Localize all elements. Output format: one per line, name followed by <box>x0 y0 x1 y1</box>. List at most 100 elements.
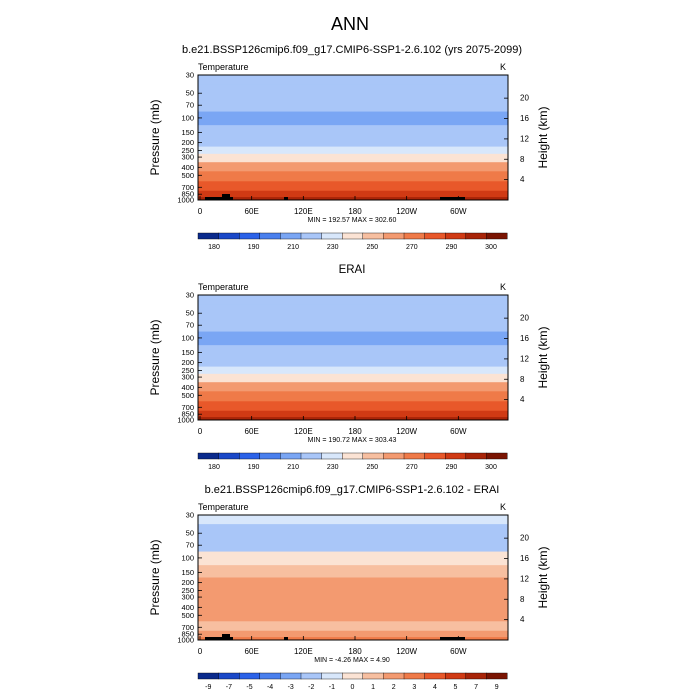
min-max-stats: MIN = 190.72 MAX = 303.43 <box>308 437 397 444</box>
contour-band <box>198 417 508 421</box>
height-tick-label: 20 <box>520 314 529 323</box>
y-tick-label: 200 <box>181 358 194 367</box>
min-max-stats: MIN = -4.26 MAX = 4.90 <box>314 657 390 664</box>
x-tick-label: 120E <box>294 207 313 216</box>
height-tick-label: 16 <box>520 554 529 563</box>
colorbar-label: 190 <box>248 464 260 471</box>
y-tick-label: 150 <box>181 128 194 137</box>
contour-band <box>198 319 508 333</box>
contour-band <box>198 146 508 155</box>
colorbar-label: 250 <box>366 464 378 471</box>
height-tick-label: 8 <box>520 155 525 164</box>
height-tick-label: 16 <box>520 334 529 343</box>
y-tick-label: 250 <box>181 586 194 595</box>
height-tick-label: 4 <box>520 175 525 184</box>
colorbar-swatch <box>403 672 426 680</box>
y-tick-label: 850 <box>181 190 194 199</box>
colorbar-swatch <box>465 452 487 460</box>
colorbar-swatch <box>321 452 343 460</box>
x-tick-label: 120W <box>396 647 417 656</box>
x-tick-label: 60E <box>245 647 259 656</box>
y-tick-label: 150 <box>181 348 194 357</box>
plot-frame <box>197 294 509 421</box>
colorbar-swatch <box>197 672 220 680</box>
contour-band <box>198 304 508 320</box>
y-tick-label: 70 <box>186 541 194 550</box>
contour-band <box>198 197 508 201</box>
contour-band <box>198 373 508 383</box>
colorbar-label: 270 <box>406 244 418 251</box>
y-tick-label: 300 <box>181 593 194 602</box>
colorbar-label: 250 <box>366 244 378 251</box>
colorbar-swatch <box>321 672 343 680</box>
panel-3: b.e21.BSSP126cmip6.f09_g17.CMIP6-SSP1-2.… <box>148 484 550 691</box>
colorbar-swatch <box>218 232 240 240</box>
y-tick-label: 1000 <box>177 636 194 645</box>
colorbar-swatch <box>486 672 508 680</box>
colorbar-swatch <box>362 452 384 460</box>
colorbar-label: -3 <box>288 684 294 691</box>
colorbar-label: 2 <box>392 684 396 691</box>
y-tick-label: 400 <box>181 603 194 612</box>
y-tick-label: 100 <box>181 553 194 562</box>
contour-band <box>198 382 508 392</box>
y-tick-label: 850 <box>181 410 194 419</box>
colorbar-swatch <box>300 232 323 240</box>
contour-band <box>198 391 508 402</box>
colorbar-swatch <box>280 452 302 460</box>
colorbar-label: 190 <box>248 244 260 251</box>
height-tick-label: 12 <box>520 354 529 363</box>
colorbar-swatch <box>424 452 446 460</box>
y-tick-label: 500 <box>181 611 194 620</box>
colorbar-label: 230 <box>327 464 339 471</box>
contour-band <box>198 153 508 163</box>
colorbar-swatch <box>445 672 467 680</box>
colorbar-swatch <box>445 232 467 240</box>
y-tick-label: 100 <box>181 113 194 122</box>
height-tick-label: 12 <box>520 134 529 143</box>
y-tick-label: 250 <box>181 146 194 155</box>
colorbar-label: 300 <box>485 244 497 251</box>
contour-band <box>198 515 508 525</box>
contour-band <box>198 137 508 148</box>
colorbar-label: 5 <box>454 684 458 691</box>
colorbar-swatch <box>424 672 446 680</box>
y-tick-label: 200 <box>181 138 194 147</box>
height-tick-label: 8 <box>520 375 525 384</box>
y-tick-label: 1000 <box>177 416 194 425</box>
contour-band <box>198 75 508 85</box>
y-axis-right-label: Height (km) <box>536 546 550 608</box>
contour-band <box>198 602 508 612</box>
variable-label: Temperature <box>198 62 249 72</box>
colorbar-label: 7 <box>474 684 478 691</box>
colorbar-swatch <box>197 232 220 240</box>
colorbar-label: 290 <box>446 464 458 471</box>
terrain-mask <box>440 197 465 200</box>
colorbar-swatch <box>445 452 467 460</box>
colorbar-label: 290 <box>446 244 458 251</box>
colorbar-swatch <box>300 672 323 680</box>
colorbar-label: 300 <box>485 464 497 471</box>
height-tick-label: 8 <box>520 595 525 604</box>
y-tick-label: 250 <box>181 366 194 375</box>
height-tick-label: 4 <box>520 615 525 624</box>
colorbar-swatch <box>259 232 281 240</box>
contour-band <box>198 190 508 198</box>
colorbar-swatch <box>383 232 405 240</box>
colorbar-swatch <box>218 672 240 680</box>
y-tick-label: 50 <box>186 89 194 98</box>
x-tick-label: 0 <box>198 207 203 216</box>
x-tick-label: 120W <box>396 427 417 436</box>
colorbar-swatch <box>383 452 405 460</box>
panel-1: b.e21.BSSP126cmip6.f09_g17.CMIP6-SSP1-2.… <box>148 44 550 251</box>
y-tick-label: 30 <box>186 71 194 80</box>
panel-title: b.e21.BSSP126cmip6.f09_g17.CMIP6-SSP1-2.… <box>182 44 522 56</box>
contour-band <box>198 611 508 622</box>
colorbar-swatch <box>218 452 240 460</box>
contour-band <box>198 410 508 418</box>
colorbar-swatch <box>238 672 261 680</box>
height-tick-label: 12 <box>520 574 529 583</box>
panel-title: b.e21.BSSP126cmip6.f09_g17.CMIP6-SSP1-2.… <box>205 484 500 496</box>
contour-band <box>198 331 508 346</box>
